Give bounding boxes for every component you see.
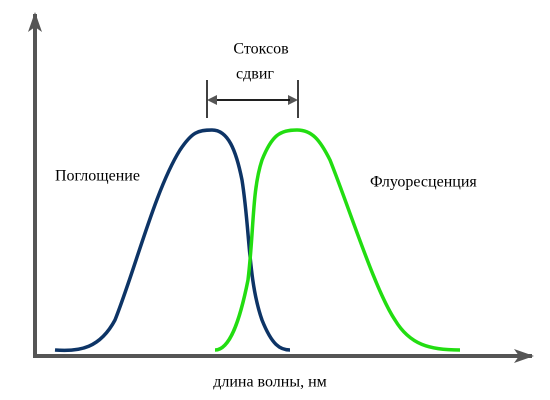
fluorescence-curve bbox=[214, 128, 461, 352]
fluorescence-label: Флуоресценция bbox=[370, 174, 477, 191]
shift-label: сдвиг bbox=[236, 66, 274, 83]
shift-label: Стоксов bbox=[233, 41, 289, 58]
x-axis-label: длина волны, нм bbox=[213, 374, 327, 391]
absorption-label: Поглощение bbox=[55, 168, 140, 185]
absorption-curve bbox=[54, 128, 291, 353]
